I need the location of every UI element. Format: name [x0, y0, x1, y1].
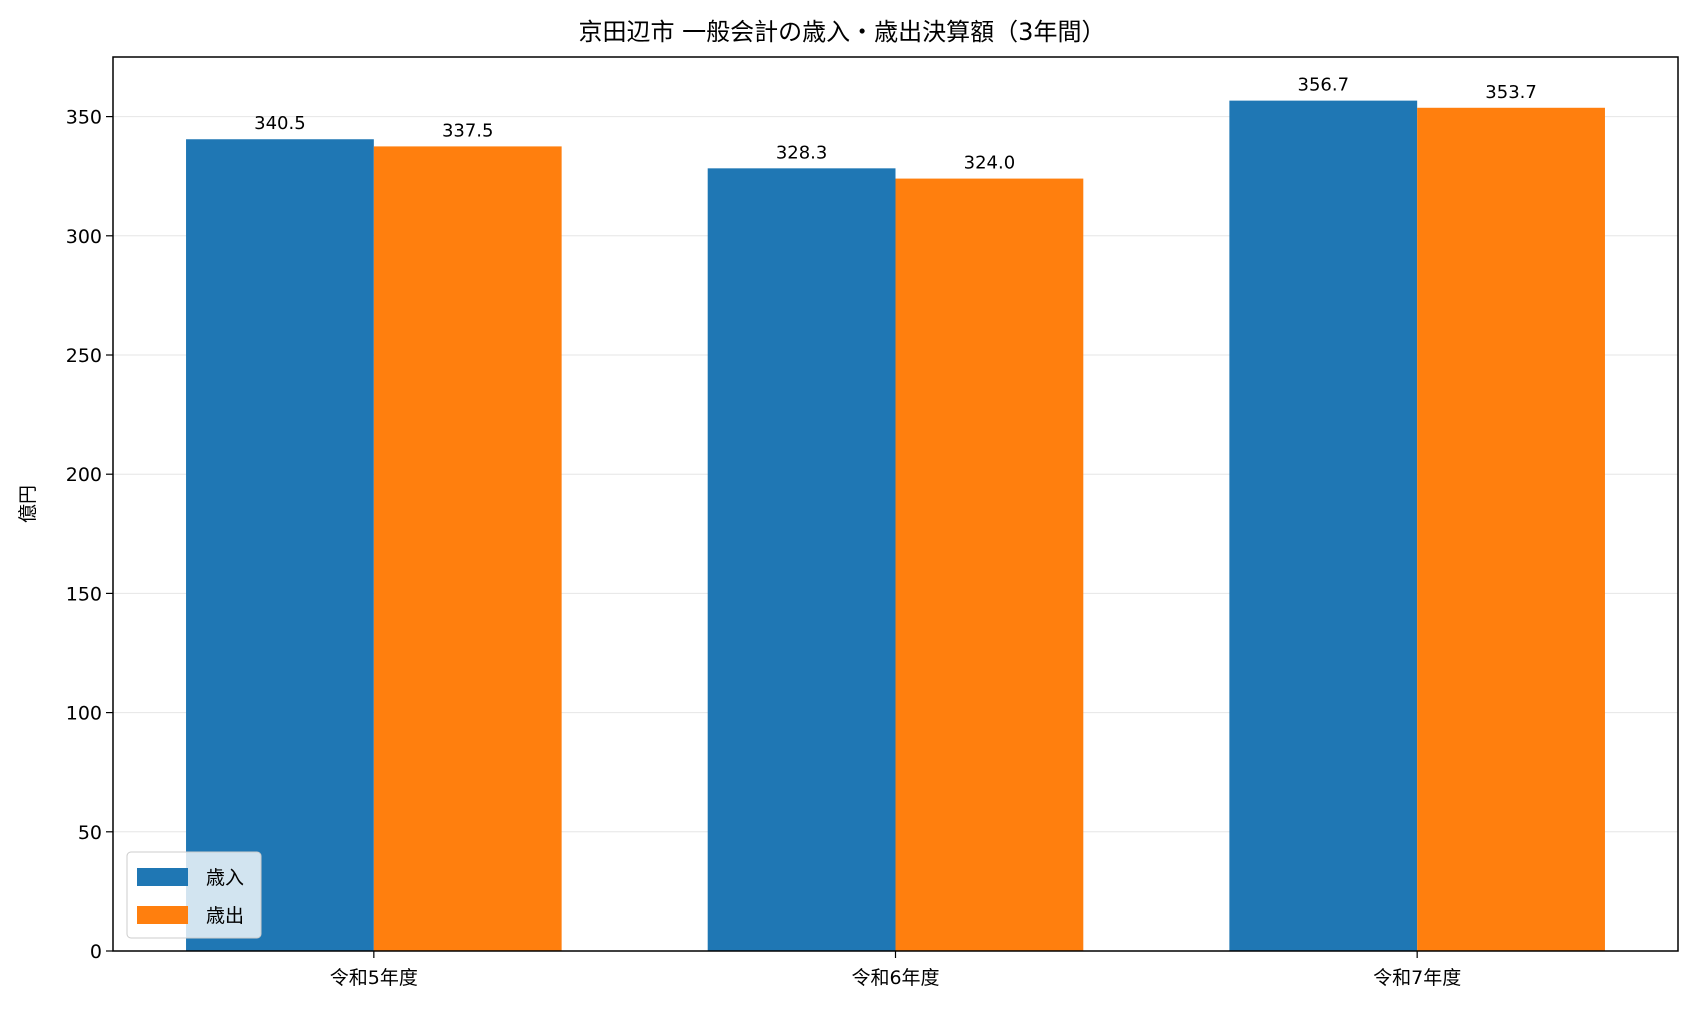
y-tick-label: 350 — [66, 107, 102, 129]
bar-歳出 — [373, 146, 562, 951]
y-tick-label: 150 — [66, 583, 102, 605]
bar-歳入 — [1229, 100, 1418, 951]
x-tick-label: 令和5年度 — [330, 967, 418, 989]
plot-frame — [112, 56, 1679, 952]
y-tick-label: 250 — [66, 345, 102, 367]
y-axis-label: 億円 — [17, 485, 39, 523]
legend-label: 歳入 — [206, 867, 244, 889]
data-label: 324.0 — [964, 153, 1016, 174]
data-labels: 340.5 337.5 328.3 324.0 356.7 353.7 — [254, 75, 1537, 174]
data-label: 340.5 — [254, 113, 306, 134]
data-label: 356.7 — [1298, 75, 1350, 96]
legend-label: 歳出 — [206, 905, 244, 927]
bar-歳出 — [895, 178, 1084, 952]
bar-歳出 — [1417, 107, 1605, 952]
legend-swatch — [137, 906, 188, 924]
x-tick-label: 令和7年度 — [1373, 967, 1461, 989]
data-label: 337.5 — [442, 120, 494, 141]
x-tick-label: 令和6年度 — [851, 967, 939, 989]
y-axis: 0 50 100 150 200 250 300 350 — [66, 107, 113, 963]
y-tick-label: 300 — [66, 226, 102, 248]
y-tick-label: 100 — [66, 703, 102, 725]
data-label: 328.3 — [776, 142, 828, 163]
y-tick-label: 0 — [90, 941, 102, 963]
y-tick-label: 50 — [78, 822, 102, 844]
chart-title: 京田辺市 一般会計の歳入・歳出決算額（3年間） — [579, 18, 1106, 46]
data-label: 353.7 — [1485, 82, 1537, 103]
bar-歳入 — [186, 139, 374, 952]
x-axis: 令和5年度 令和6年度 令和7年度 — [330, 951, 1461, 989]
y-tick-label: 200 — [66, 464, 102, 486]
bar-歳入 — [707, 168, 896, 952]
legend-swatch — [137, 868, 188, 886]
bars — [186, 100, 1605, 952]
